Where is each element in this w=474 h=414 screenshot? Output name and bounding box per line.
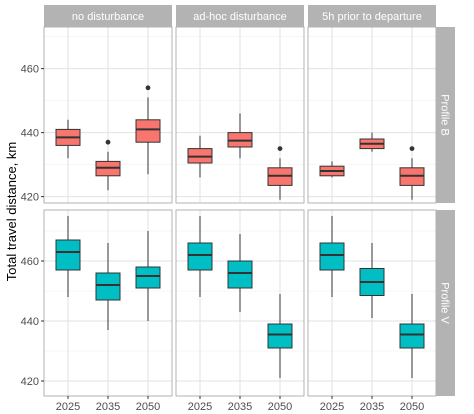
box-iqr <box>399 323 425 349</box>
box-iqr <box>227 260 253 289</box>
box-2025 <box>187 216 213 297</box>
x-tick-label: 2025 <box>320 401 344 413</box>
row-strip-label: Profile B <box>439 94 451 136</box>
box-iqr <box>135 119 161 143</box>
box-2025 <box>187 135 213 178</box>
x-tick-label: 2025 <box>188 401 212 413</box>
box-2050 <box>267 146 293 200</box>
box-2025 <box>55 119 81 159</box>
column-strip-5h-prior-to-departure <box>308 5 436 27</box>
y-tick-label: 420 <box>21 192 39 204</box>
column-strip-ad-hoc-disturbance <box>176 5 304 27</box>
x-axis-layer: 2025 2035 2050 2025 2035 2050 2025 2035 2050 <box>56 396 424 413</box>
row-strip-label: Profile V <box>439 282 451 324</box>
y-tick-label: 460 <box>21 256 39 268</box>
x-tick-label: 2035 <box>228 401 252 413</box>
box-2050 <box>135 85 161 175</box>
x-tick-label: 2050 <box>268 401 292 413</box>
box-2025 <box>319 216 345 297</box>
box-2050 <box>267 294 293 378</box>
column-strip-no-disturbance <box>44 5 172 27</box>
y-tick-label: 460 <box>21 64 39 76</box>
strips-layer: no disturbance ad-hoc disturbance 5h prior… <box>44 5 455 396</box>
panel-profile-v-no-disturbance <box>43 209 173 397</box>
box-2035 <box>95 243 121 330</box>
x-tick-label: 2035 <box>96 401 120 413</box>
box-iqr <box>95 272 121 301</box>
row-strip-profile-v <box>436 210 455 396</box>
y-axis-title: Total travel distance, km <box>4 142 19 281</box>
box-2050 <box>135 231 161 321</box>
y-tick-label: 440 <box>21 128 39 140</box>
box-2035 <box>95 139 121 191</box>
box-iqr <box>135 266 161 289</box>
box-2050 <box>399 146 425 200</box>
panels-layer <box>43 26 437 397</box>
panel-profile-b-ad-hoc-disturbance <box>175 26 305 204</box>
column-strip-label: ad-hoc disturbance <box>193 11 287 23</box>
panel-profile-v-ad-hoc-disturbance <box>175 209 305 397</box>
panel-profile-b-5h-prior-to-departure <box>307 26 437 204</box>
x-tick-label: 2035 <box>360 401 384 413</box>
box-iqr <box>267 323 293 349</box>
row-strip-profile-b <box>436 27 455 203</box>
box-2035 <box>359 243 385 318</box>
outlier-point <box>145 85 151 91</box>
x-tick-label: 2050 <box>400 401 424 413</box>
box-iqr <box>319 242 345 271</box>
box-2035 <box>359 132 385 152</box>
y-tick-label: 440 <box>21 316 39 328</box>
panel-profile-b-no-disturbance <box>43 26 173 204</box>
column-strip-label: no disturbance <box>72 11 144 23</box>
box-2050 <box>399 294 425 378</box>
box-2025 <box>319 161 345 178</box>
box-2035 <box>227 234 253 312</box>
outlier-point <box>277 146 283 152</box>
box-iqr <box>55 239 81 271</box>
box-iqr <box>187 242 213 271</box>
outlier-point <box>409 146 415 152</box>
panel-profile-v-5h-prior-to-departure <box>307 209 437 397</box>
y-axis-layer: 420 440 460 420 440 460 <box>21 64 44 388</box>
outlier-point <box>105 139 111 145</box>
box-2025 <box>55 216 81 297</box>
box-2035 <box>227 113 253 159</box>
x-tick-label: 2025 <box>56 401 80 413</box>
x-tick-label: 2050 <box>136 401 160 413</box>
column-strip-label: 5h prior to departure <box>322 11 422 23</box>
y-tick-label: 420 <box>21 376 39 388</box>
